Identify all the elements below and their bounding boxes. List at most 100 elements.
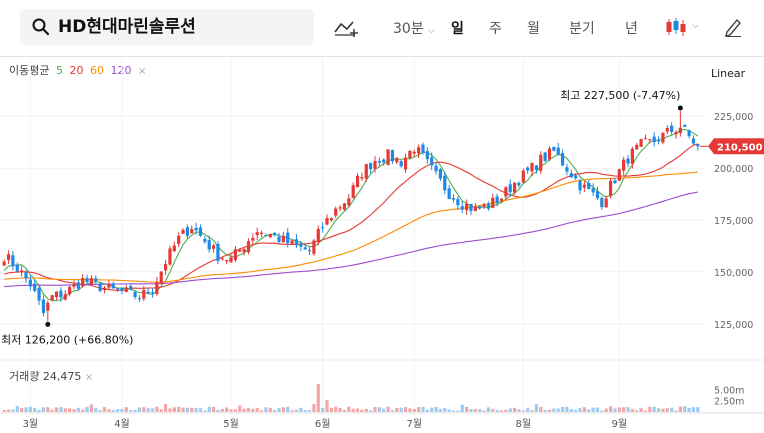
volume-bar	[6, 409, 11, 412]
candle-body	[116, 288, 120, 290]
candle-body	[430, 157, 434, 166]
candle-body	[635, 144, 639, 150]
volume-bar	[582, 407, 586, 412]
chevron-down-icon[interactable]: ⌵	[692, 21, 699, 31]
volume-bar	[661, 408, 665, 412]
candle-body	[246, 241, 251, 253]
volume-bar	[172, 407, 176, 412]
tab-year[interactable]: 년	[625, 21, 638, 37]
candle-body	[421, 144, 425, 153]
volume-bar	[574, 410, 578, 412]
chevron-down-icon: ⌵	[428, 26, 435, 36]
volume-bar	[565, 406, 569, 412]
candle-body	[574, 175, 578, 179]
candle-body	[622, 159, 626, 171]
volume-bar	[68, 408, 72, 412]
volume-bar	[259, 410, 264, 412]
stock-search-box[interactable]: HD현대마린솔루션	[20, 9, 314, 45]
candle-body	[94, 278, 98, 282]
tab-week[interactable]: 주	[489, 21, 502, 37]
candle-body	[696, 144, 700, 147]
search-icon[interactable]	[32, 18, 50, 36]
volume-bar	[190, 407, 194, 412]
candle-body	[268, 234, 272, 238]
candle-body	[451, 198, 456, 200]
volume-bar	[159, 409, 163, 412]
volume-bar	[290, 410, 294, 412]
ma-120-line	[4, 191, 698, 288]
volume-bar	[329, 407, 333, 412]
candle-body	[168, 248, 172, 265]
candle-body	[294, 239, 299, 246]
x-tick-label: 5월	[223, 418, 239, 430]
volume-bar	[447, 409, 451, 412]
candle-body	[691, 138, 696, 144]
candle-body	[465, 204, 469, 211]
volume-bar	[670, 407, 674, 412]
candle-body	[412, 151, 416, 154]
tab-month[interactable]: 월	[527, 21, 540, 37]
candle-body	[46, 302, 50, 311]
candle-body	[225, 260, 229, 262]
volume-bar	[643, 410, 648, 412]
candle-body	[233, 249, 237, 261]
candle-body	[211, 245, 216, 249]
volume-bar	[264, 407, 268, 412]
volume-bar	[63, 408, 67, 412]
candle-body	[482, 204, 486, 207]
candle-body	[373, 160, 377, 169]
trend-line-icon[interactable]	[333, 18, 359, 38]
close-icon[interactable]: ×	[137, 66, 147, 77]
ma-60-label: 60	[89, 64, 104, 77]
volume-bar	[395, 407, 399, 412]
volume-bar	[59, 407, 63, 412]
close-icon[interactable]: ×	[84, 372, 94, 383]
volume-bar	[46, 407, 50, 412]
candle-body	[643, 138, 648, 140]
tab-day[interactable]: 일	[451, 21, 464, 37]
candle-body	[185, 227, 190, 236]
candle-body	[547, 148, 552, 160]
candle-body	[604, 198, 608, 208]
interval-dropdown[interactable]: 30분 ⌵	[393, 18, 435, 38]
pencil-icon[interactable]	[724, 17, 742, 37]
volume-bar	[460, 404, 464, 412]
volume-bar	[355, 408, 360, 412]
candle-body	[20, 270, 24, 272]
candle-body	[177, 235, 181, 244]
candle-body	[639, 139, 643, 147]
volume-bar	[220, 408, 224, 412]
candle-body	[443, 175, 447, 191]
volume-bar	[696, 407, 700, 412]
volume-bar	[438, 408, 443, 412]
candlestick-type-icon[interactable]	[665, 17, 687, 37]
volume-bar	[648, 406, 652, 412]
low-annotation: 최저 126,200 (+66.80%)	[1, 333, 133, 346]
tab-quarter[interactable]: 분기	[569, 21, 595, 37]
scale-type-button[interactable]: Linear	[711, 67, 746, 80]
stock-name[interactable]: HD현대마린솔루션	[58, 17, 196, 37]
volume-bar	[491, 408, 495, 412]
candle-body	[521, 170, 525, 183]
candle-body	[499, 198, 504, 201]
candle-body	[312, 240, 316, 254]
x-tick-label: 6월	[315, 418, 331, 430]
volume-bar	[617, 407, 621, 412]
volume-bar	[390, 410, 395, 412]
candle-body	[438, 169, 443, 179]
volume-bar	[342, 409, 347, 412]
volume-bar	[246, 408, 251, 412]
volume-bar	[54, 407, 59, 412]
volume-bar	[251, 408, 255, 412]
candle-body	[630, 148, 634, 164]
candle-body	[556, 147, 560, 155]
candle-body	[434, 165, 438, 172]
candle-body	[369, 163, 373, 170]
volume-tick-label: 5.00m	[714, 385, 744, 396]
volume-bar	[499, 410, 504, 412]
current-price-label: 210,500	[717, 142, 763, 153]
candle-body	[85, 278, 89, 283]
candle-body	[203, 238, 207, 242]
candle-body	[163, 264, 168, 271]
